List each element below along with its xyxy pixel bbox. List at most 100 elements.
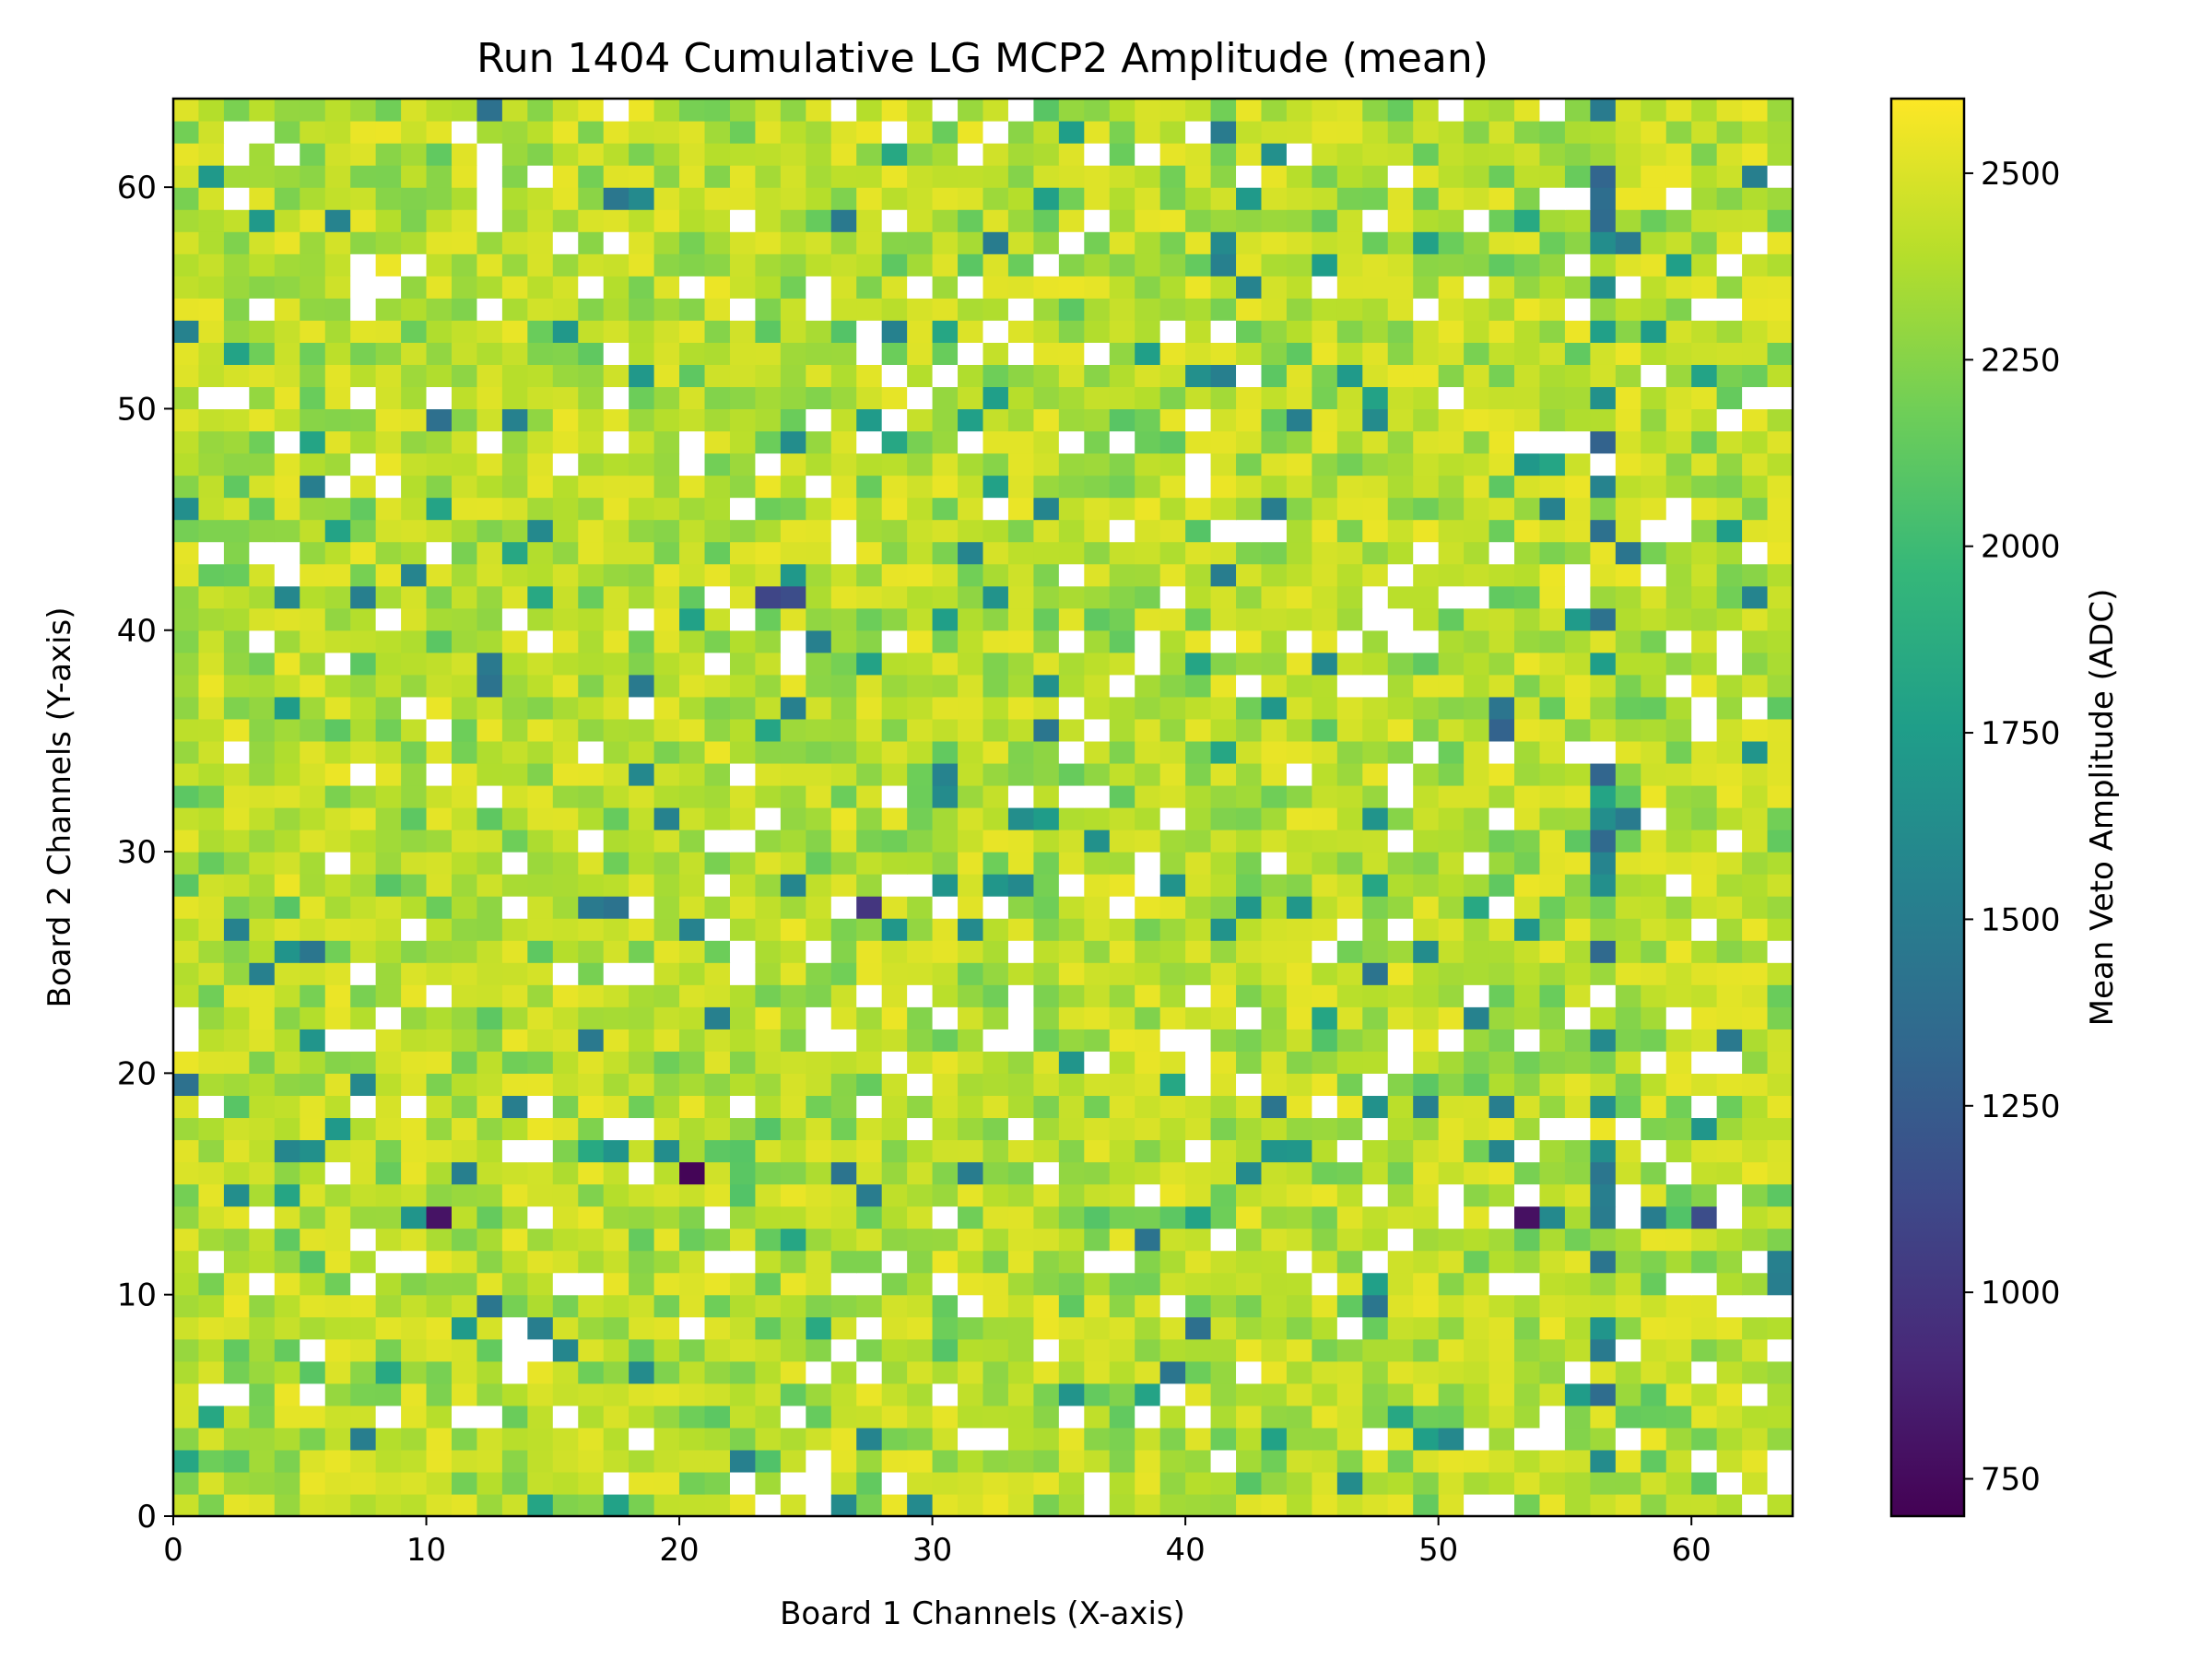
heatmap-cell — [1185, 1427, 1212, 1451]
heatmap-cell — [907, 852, 934, 875]
heatmap-cell — [1058, 298, 1085, 321]
heatmap-cell — [375, 1360, 402, 1384]
heatmap-cell — [1159, 187, 1186, 210]
heatmap-cell — [755, 1095, 782, 1119]
heatmap-cell — [1691, 1449, 1718, 1473]
heatmap-cell — [1362, 364, 1389, 388]
heatmap-cell — [907, 1006, 934, 1030]
heatmap-cell — [780, 1471, 806, 1495]
heatmap-cell — [223, 519, 250, 543]
heatmap-cell — [1135, 1183, 1161, 1207]
heatmap-cell — [653, 1095, 680, 1119]
heatmap-cell — [679, 187, 706, 210]
heatmap-cell — [1413, 1183, 1440, 1207]
heatmap-cell — [603, 1095, 629, 1119]
heatmap-cell — [958, 1006, 984, 1030]
heatmap-cell — [1665, 1051, 1692, 1074]
heatmap-cell — [1742, 475, 1769, 499]
heatmap-cell — [1413, 408, 1440, 432]
heatmap-cell — [704, 1449, 731, 1473]
heatmap-cell — [249, 453, 276, 477]
heatmap-cell — [552, 585, 579, 609]
heatmap-cell — [1135, 253, 1161, 276]
heatmap-cell — [653, 1294, 680, 1318]
heatmap-cell — [552, 342, 579, 365]
heatmap-cell — [679, 165, 706, 188]
heatmap-cell — [1464, 652, 1490, 676]
heatmap-cell — [1464, 1029, 1490, 1052]
heatmap-cell — [324, 1228, 351, 1252]
heatmap-cell — [1438, 1471, 1465, 1495]
heatmap-cell — [1159, 209, 1186, 232]
heatmap-cell — [653, 1427, 680, 1451]
heatmap-cell — [780, 607, 806, 631]
heatmap-cell — [249, 430, 276, 454]
heatmap-cell — [729, 1338, 757, 1362]
heatmap-cell — [704, 342, 731, 365]
heatmap-cell — [1135, 830, 1161, 853]
heatmap-cell — [881, 1006, 908, 1030]
heatmap-cell — [477, 762, 503, 786]
heatmap-cell — [1286, 984, 1312, 1007]
heatmap-cell — [881, 563, 908, 587]
heatmap-cell — [1464, 1360, 1490, 1384]
heatmap-cell — [1185, 187, 1212, 210]
heatmap-cell — [1007, 342, 1034, 365]
heatmap-cell — [1135, 364, 1161, 388]
heatmap-cell — [1564, 852, 1591, 875]
heatmap-cell — [907, 1139, 934, 1163]
heatmap-cell — [223, 1360, 250, 1384]
heatmap-cell — [501, 1073, 528, 1097]
heatmap-cell — [1387, 629, 1414, 653]
heatmap-cell — [501, 852, 528, 875]
heatmap-cell — [401, 1338, 428, 1362]
heatmap-cell — [958, 674, 984, 698]
heatmap-cell — [755, 1117, 782, 1141]
heatmap-cell — [350, 1316, 377, 1340]
heatmap-cell — [856, 342, 883, 365]
heatmap-cell — [324, 563, 351, 587]
heatmap-cell — [1084, 209, 1111, 232]
heatmap-cell — [401, 784, 428, 808]
heatmap-cell — [653, 652, 680, 676]
heatmap-cell — [1564, 718, 1591, 742]
heatmap-cell — [830, 807, 857, 830]
heatmap-cell — [830, 187, 857, 210]
heatmap-cell — [729, 276, 757, 299]
heatmap-cell — [300, 807, 326, 830]
heatmap-cell — [958, 1051, 984, 1074]
heatmap-cell — [881, 519, 908, 543]
heatmap-cell — [1336, 320, 1363, 343]
heatmap-cell — [653, 762, 680, 786]
heatmap-cell — [907, 984, 934, 1007]
heatmap-cell — [958, 497, 984, 521]
heatmap-cell — [1033, 1360, 1060, 1384]
heatmap-cell — [982, 143, 1009, 166]
heatmap-cell — [1742, 187, 1769, 210]
heatmap-cell — [653, 918, 680, 941]
heatmap-cell — [401, 1449, 428, 1473]
heatmap-cell — [527, 99, 554, 122]
heatmap-cell — [1413, 1051, 1440, 1074]
heatmap-cell — [1641, 364, 1667, 388]
heatmap-cell — [1514, 674, 1541, 698]
heatmap-cell — [1413, 1338, 1440, 1362]
heatmap-cell — [856, 784, 883, 808]
heatmap-cell — [1767, 1161, 1794, 1185]
heatmap-cell — [755, 121, 782, 144]
heatmap-cell — [1261, 1405, 1288, 1429]
heatmap-cell — [1413, 1006, 1440, 1030]
heatmap-cell — [1007, 519, 1034, 543]
heatmap-cell — [1312, 143, 1338, 166]
heatmap-cell — [780, 1073, 806, 1097]
heatmap-cell — [324, 209, 351, 232]
heatmap-cell — [1058, 430, 1085, 454]
heatmap-cell — [1210, 541, 1237, 565]
heatmap-cell — [173, 187, 200, 210]
heatmap-cell — [1387, 1427, 1414, 1451]
heatmap-cell — [603, 918, 629, 941]
heatmap-cell — [300, 187, 326, 210]
heatmap-cell — [755, 607, 782, 631]
heatmap-cell — [1159, 1360, 1186, 1384]
heatmap-cell — [1691, 408, 1718, 432]
